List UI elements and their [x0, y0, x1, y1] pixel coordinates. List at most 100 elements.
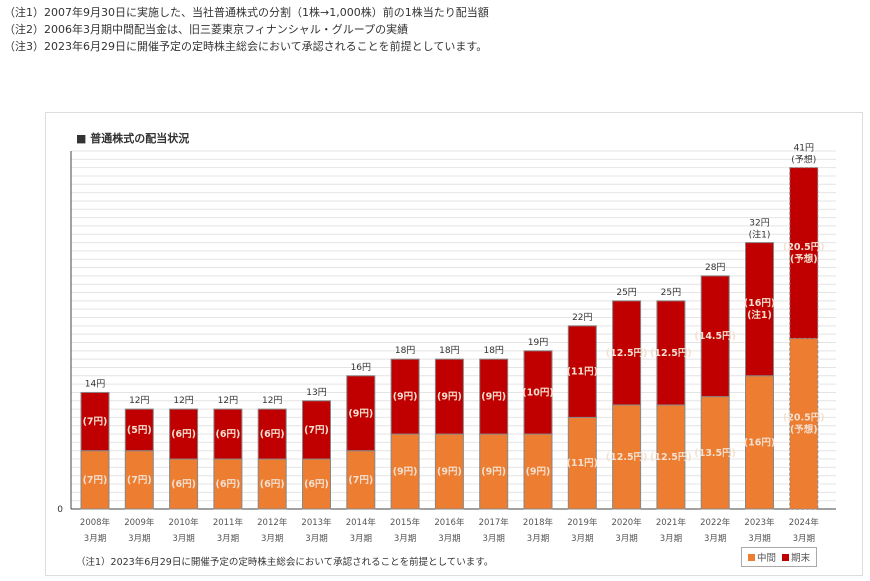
bar-final	[124, 408, 154, 452]
bar-interim	[80, 450, 110, 510]
y-tick-label: 0	[57, 505, 63, 515]
bar-final	[346, 375, 376, 452]
bar-final	[789, 167, 819, 339]
bar-interim	[479, 433, 509, 510]
label-interim: (20.5円)	[783, 413, 825, 424]
chart-title: ■ 普通株式の配当状況	[76, 132, 190, 145]
label-final: (5円)	[127, 425, 152, 436]
label-interim: (16円)	[744, 437, 775, 448]
x-tick-year: 2021年	[656, 517, 687, 528]
total-label: 12円	[218, 395, 238, 406]
bar-final	[257, 408, 287, 460]
label-interim: (7円)	[348, 475, 373, 486]
label-final: (9円)	[481, 392, 506, 403]
bar-final	[567, 325, 597, 418]
label-interim: (6円)	[171, 479, 196, 490]
total-label: 19円	[528, 337, 548, 348]
label-final: (16円)	[744, 298, 775, 309]
bar-final	[213, 408, 243, 460]
label-interim: (12.5円)	[606, 452, 648, 463]
bar-final	[700, 275, 730, 398]
total-label: 12円	[173, 395, 193, 406]
label-final: (10円)	[522, 387, 553, 398]
x-tick-year: 2009年	[124, 517, 155, 528]
bar-final	[434, 358, 464, 435]
bar-interim	[745, 375, 774, 510]
x-tick-period: 3月期	[350, 534, 372, 544]
total-label: 25円	[616, 287, 636, 298]
x-tick-period: 3月期	[615, 534, 637, 544]
chart-panel: 0 (7円) (7円) 14円 2008年 3月期 (7円) (5円) 12円 2009年 3月期 (…	[45, 112, 863, 576]
label-interim: (9円)	[393, 467, 418, 478]
label-final: (9円)	[437, 392, 462, 403]
label-final: (注1)	[747, 309, 772, 321]
total-label: 16円	[351, 362, 371, 373]
total-label: (予想)	[791, 154, 816, 166]
label-interim: (6円)	[260, 479, 285, 490]
x-tick-year: 2024年	[789, 517, 820, 528]
bar-interim	[213, 458, 243, 510]
bar-final	[479, 358, 509, 435]
x-tick-year: 2015年	[390, 517, 421, 528]
label-final: (6円)	[171, 429, 196, 440]
bar-final	[302, 400, 331, 460]
x-tick-year: 2008年	[80, 517, 111, 528]
x-tick-year: 2013年	[301, 517, 332, 528]
dividend-chart: 0 (7円) (7円) 14円 2008年 3月期 (7円) (5円) 12円 2009年 3月期 (…	[57, 143, 836, 544]
note-1: （注1）2007年9月30日に実施した、当社普通株式の分割（1株→1,000株）…	[4, 6, 489, 19]
label-interim: (9円)	[481, 467, 506, 478]
label-final: (9円)	[348, 408, 373, 419]
label-final: (6円)	[216, 429, 241, 440]
total-label: 18円	[439, 345, 459, 356]
x-tick-year: 2022年	[700, 517, 731, 528]
legend-interim: 中間	[757, 553, 777, 564]
bar-interim	[346, 450, 376, 510]
total-label: 32円	[749, 218, 769, 229]
label-interim: (6円)	[216, 479, 241, 490]
label-interim: (9円)	[437, 467, 462, 478]
x-tick-period: 3月期	[704, 534, 726, 544]
label-interim: (11円)	[567, 458, 598, 469]
label-interim: (13.5円)	[694, 448, 736, 459]
bar-final	[523, 350, 553, 435]
x-tick-year: 2023年	[744, 517, 775, 528]
bar-interim	[523, 433, 553, 510]
label-final: (11円)	[567, 367, 598, 378]
total-label: 13円	[306, 387, 326, 398]
x-tick-year: 2018年	[523, 517, 554, 528]
x-tick-period: 3月期	[660, 534, 682, 544]
x-tick-year: 2011年	[213, 517, 244, 528]
bar-interim	[612, 404, 642, 510]
total-label: (注1)	[749, 229, 771, 241]
x-tick-period: 3月期	[394, 534, 416, 544]
bar-interim	[434, 433, 464, 510]
x-tick-year: 2020年	[612, 517, 643, 528]
x-tick-period: 3月期	[305, 534, 327, 544]
label-final: (7円)	[83, 417, 108, 428]
bar-interim	[700, 396, 730, 510]
total-label: 18円	[483, 345, 503, 356]
label-final: (12.5円)	[650, 348, 692, 359]
x-tick-period: 3月期	[84, 534, 106, 544]
bar-final	[169, 408, 199, 460]
x-tick-year: 2017年	[479, 517, 510, 528]
x-tick-year: 2014年	[346, 517, 377, 528]
label-final: (12.5円)	[606, 348, 648, 359]
bar-final	[80, 391, 110, 452]
x-tick-period: 3月期	[261, 534, 283, 544]
total-label: 41円	[794, 143, 814, 154]
label-interim: (9円)	[526, 467, 551, 478]
legend: 中間 期末	[741, 547, 818, 567]
x-tick-period: 3月期	[793, 534, 815, 544]
bar-final	[390, 358, 420, 435]
label-final: (9円)	[393, 392, 418, 403]
x-tick-period: 3月期	[482, 534, 504, 544]
label-interim: (予想)	[790, 424, 818, 436]
x-tick-period: 3月期	[128, 534, 150, 544]
x-tick-period: 3月期	[748, 534, 770, 544]
chart-footnote: （注1）2023年6月29日に開催予定の定時株主総会において承認されることを前提…	[76, 557, 494, 568]
label-final: (14.5円)	[694, 331, 736, 342]
bar-final	[656, 300, 686, 406]
bar-final	[745, 242, 774, 377]
notes: （注1）2007年9月30日に実施した、当社普通株式の分割（1株→1,000株）…	[4, 4, 489, 55]
